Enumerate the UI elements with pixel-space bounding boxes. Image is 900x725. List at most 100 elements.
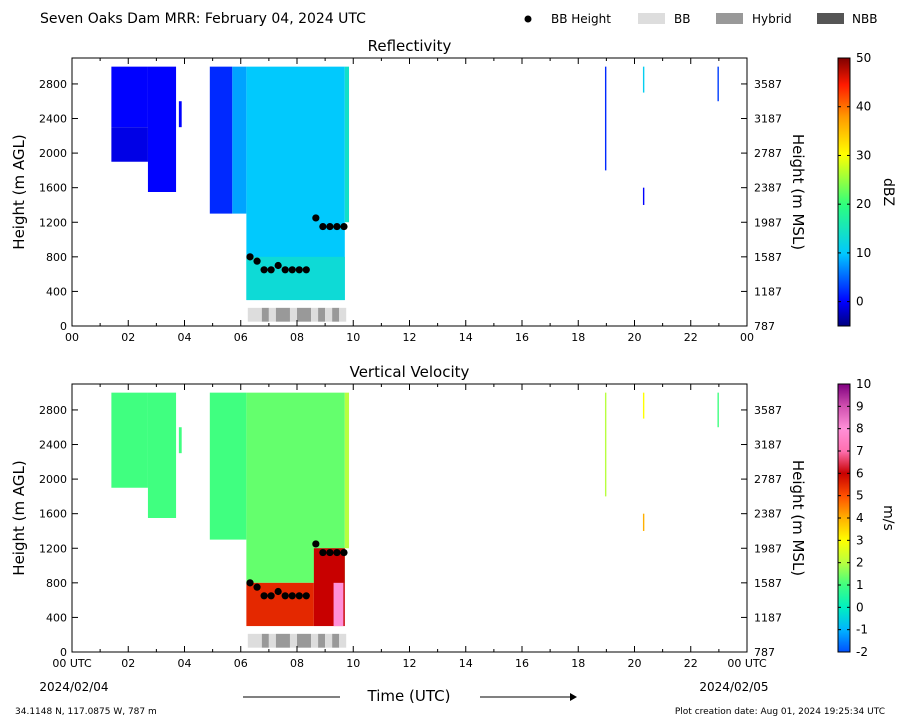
x-tick-label: 00 UTC	[727, 657, 767, 670]
x-tick-label: 04	[178, 657, 192, 670]
bb-height-point	[260, 266, 268, 274]
x-tick-label: 08	[290, 657, 304, 670]
y-tick-label: 1600	[39, 182, 67, 195]
bb-class-segment	[318, 633, 326, 648]
legend-label: BB	[674, 12, 690, 26]
y-tick-label: 800	[46, 251, 67, 264]
y-tick-label: 2000	[39, 147, 67, 160]
bb-height-point	[253, 583, 261, 591]
legend-bb-height-marker	[524, 15, 532, 23]
data-cell	[344, 392, 350, 549]
y2-tick-label: 2787	[754, 473, 782, 486]
colorbar-tick-label: 0	[856, 600, 864, 614]
data-cell	[333, 582, 344, 627]
bb-class-segment	[332, 307, 340, 322]
colorbar-tick-label: 1	[856, 578, 864, 592]
bb-class-segment	[332, 633, 340, 648]
data-cell	[209, 66, 233, 214]
colorbar	[837, 57, 851, 327]
figure-title: Seven Oaks Dam MRR: February 04, 2024 UT…	[40, 11, 366, 27]
y2-tick-label: 3587	[754, 78, 782, 91]
y-tick-label: 0	[60, 320, 67, 333]
data-cell	[178, 427, 182, 454]
colorbar-tick-label: 50	[856, 51, 871, 65]
x-tick-label: 10	[346, 331, 360, 344]
bb-class-segment	[339, 307, 347, 322]
x-tick-label: 00	[65, 331, 79, 344]
x-tick-label: 06	[234, 657, 248, 670]
colorbar-tick-label: 40	[856, 100, 871, 114]
legend-label: NBB	[852, 12, 877, 26]
y-tick-label: 2800	[39, 78, 67, 91]
location-label: 34.1148 N, 117.0875 W, 787 m	[15, 707, 157, 717]
x-tick-label: 10	[346, 657, 360, 670]
creation-date-label: Plot creation date: Aug 01, 2024 19:25:3…	[675, 707, 885, 717]
y2-tick-label: 787	[754, 646, 775, 659]
x-tick-label: 22	[684, 331, 698, 344]
y-tick-label: 400	[46, 285, 67, 298]
bb-height-point	[326, 222, 334, 231]
bb-height-point	[267, 592, 275, 600]
bb-height-point	[312, 214, 320, 222]
bb-class-segment	[325, 633, 333, 648]
data-cell	[111, 66, 148, 128]
y-axis-label: Height (m AGL)	[10, 460, 28, 575]
colorbar-tick-label: 0	[856, 295, 864, 309]
bb-height-point	[281, 266, 289, 274]
colorbar-tick-label: 4	[856, 511, 864, 525]
colorbar-tick-label: 30	[856, 148, 871, 162]
x-tick-label: 16	[515, 331, 529, 344]
y-tick-label: 2800	[39, 404, 67, 417]
data-cell	[209, 392, 247, 540]
x-tick-label: 14	[459, 657, 473, 670]
data-cell	[178, 101, 182, 128]
data-cell	[232, 66, 247, 214]
data-cell	[717, 392, 719, 428]
legend-swatch-nbb	[817, 13, 844, 24]
bb-class-segment	[289, 307, 297, 322]
time-arrow-head-icon	[570, 693, 577, 701]
bb-height-point	[246, 579, 254, 587]
bb-class-segment	[268, 307, 276, 322]
y2-tick-label: 1187	[754, 285, 782, 298]
colorbar-tick-label: 6	[856, 466, 864, 480]
bb-height-point	[253, 257, 261, 265]
bb-height-point	[281, 592, 289, 600]
bb-class-segment	[289, 633, 297, 648]
data-cell	[246, 256, 345, 301]
x-tick-label: 00 UTC	[52, 657, 92, 670]
x-tick-label: 06	[234, 331, 248, 344]
x-tick-label: 18	[571, 331, 585, 344]
x-tick-label: 08	[290, 331, 304, 344]
y2-tick-label: 2387	[754, 182, 782, 195]
data-cell	[642, 66, 645, 93]
data-cell	[642, 513, 645, 531]
bb-class-segment	[297, 307, 312, 322]
colorbar-tick-label: -2	[856, 645, 868, 659]
y-tick-label: 800	[46, 577, 67, 590]
bb-class-segment	[247, 307, 262, 322]
x-tick-label: 00	[740, 331, 754, 344]
bb-height-point	[274, 587, 282, 596]
bb-class-segment	[261, 307, 269, 322]
x-tick-label: 22	[684, 657, 698, 670]
y2-tick-label: 1587	[754, 251, 782, 264]
data-cell	[111, 392, 148, 488]
bb-class-segment	[247, 633, 262, 648]
y2-tick-label: 2787	[754, 147, 782, 160]
y-tick-label: 1200	[39, 542, 67, 555]
x-tick-label: 02	[121, 657, 135, 670]
legend-swatch-bb	[638, 13, 665, 24]
x-tick-label: 14	[459, 331, 473, 344]
y-tick-label: 0	[60, 646, 67, 659]
x-tick-label: 20	[628, 657, 642, 670]
y2-tick-label: 3187	[754, 113, 782, 126]
y-tick-label: 2400	[39, 113, 67, 126]
legend-swatch-hybrid	[716, 13, 743, 24]
y2-tick-label: 2387	[754, 508, 782, 521]
colorbar-tick-label: 10	[856, 246, 871, 260]
x-tick-label: 04	[178, 331, 192, 344]
y-tick-label: 1200	[39, 216, 67, 229]
